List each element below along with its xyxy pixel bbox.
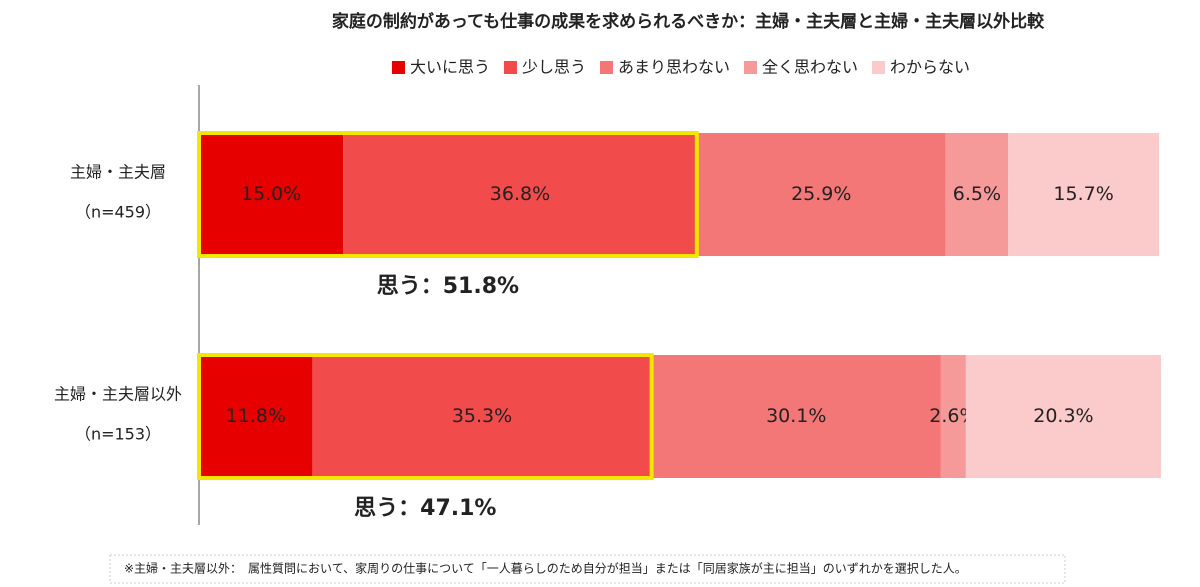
bar-segment bbox=[343, 133, 697, 256]
legend-label: 大いに思う bbox=[410, 58, 490, 77]
y-tick-label: 主婦・主夫層以外 bbox=[54, 385, 182, 404]
bar-segment bbox=[940, 355, 966, 478]
bar-segment bbox=[199, 133, 344, 256]
legend-label: 少し思う bbox=[522, 58, 586, 77]
footnote-box bbox=[109, 554, 1066, 584]
bar-segment bbox=[651, 355, 941, 478]
legend-swatch bbox=[503, 61, 517, 74]
annotation: 思う：51.8% bbox=[377, 274, 519, 299]
footnote: ※主婦・主夫層以外： 属性質問において、家周りの仕事について「一人暮らしのため自… bbox=[124, 561, 967, 576]
value-label: 30.1% bbox=[766, 405, 826, 427]
highlight-box bbox=[197, 131, 699, 258]
value-label: 20.3% bbox=[1033, 405, 1093, 427]
value-label: 6.5% bbox=[953, 183, 1001, 205]
value-label: 2.6% bbox=[929, 405, 977, 427]
value-label: 15.0% bbox=[241, 183, 301, 205]
y-tick-label: 主婦・主夫層 bbox=[70, 163, 166, 182]
legend-label: わからない bbox=[890, 58, 970, 77]
legend-swatch bbox=[391, 61, 405, 74]
chart-title: 家庭の制約があっても仕事の成果を求められるべきか：主婦・主夫層と主婦・主夫層以外… bbox=[332, 11, 1045, 32]
value-label: 15.7% bbox=[1053, 183, 1113, 205]
value-label: 36.8% bbox=[490, 183, 550, 205]
bar-segment bbox=[312, 355, 652, 478]
y-tick-note: （n=153） bbox=[75, 425, 161, 444]
bar-segment bbox=[965, 355, 1161, 478]
legend-swatch bbox=[872, 61, 886, 74]
legend-swatch bbox=[744, 61, 758, 74]
y-tick-note: （n=459） bbox=[75, 203, 161, 222]
bar-segment bbox=[1008, 133, 1160, 256]
bar-segment bbox=[945, 133, 1009, 256]
highlight-box bbox=[197, 353, 654, 480]
legend-label: 全く思わない bbox=[762, 58, 858, 77]
value-label: 25.9% bbox=[791, 183, 851, 205]
annotation: 思う：47.1% bbox=[354, 496, 496, 521]
bar-segment bbox=[696, 133, 946, 256]
value-label: 11.8% bbox=[226, 405, 286, 427]
bar-segment bbox=[199, 355, 313, 478]
value-label: 35.3% bbox=[452, 405, 512, 427]
legend-label: あまり思わない bbox=[618, 58, 730, 77]
legend-swatch bbox=[599, 61, 613, 74]
